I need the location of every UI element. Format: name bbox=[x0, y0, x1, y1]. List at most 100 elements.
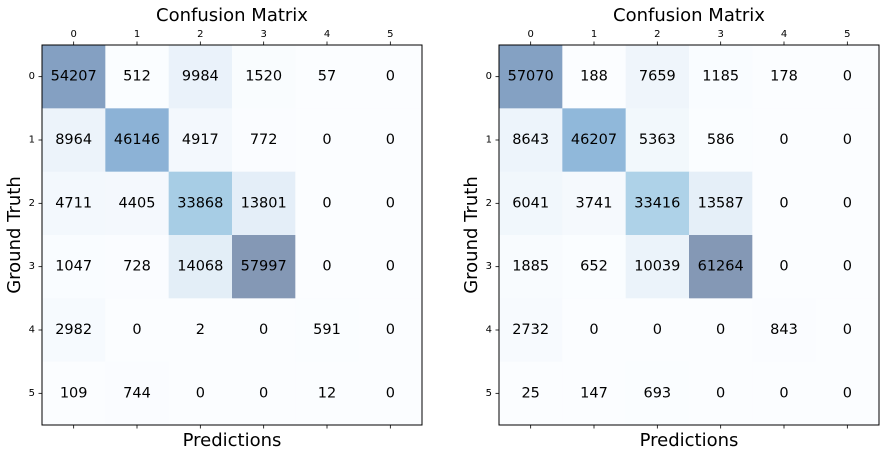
cell-value-label: 0 bbox=[716, 322, 725, 338]
heatmap-cell bbox=[752, 45, 817, 109]
heatmap-cell bbox=[499, 45, 563, 109]
heatmap-cell bbox=[105, 108, 170, 173]
heatmap-cell bbox=[499, 171, 563, 236]
heatmap-cell bbox=[295, 298, 360, 363]
cell-value-label: 0 bbox=[132, 322, 141, 338]
cell-value-label: 3741 bbox=[576, 195, 613, 211]
cell-value-label: 57070 bbox=[508, 69, 554, 85]
heatmap-cell bbox=[499, 235, 563, 299]
heatmap-cell bbox=[562, 235, 627, 299]
x-tick-label: 1 bbox=[591, 29, 597, 40]
cell-value-label: 0 bbox=[843, 385, 852, 401]
cell-value-label: 109 bbox=[60, 385, 88, 401]
x-tick-label: 0 bbox=[70, 29, 76, 40]
cell-value-label: 0 bbox=[386, 385, 395, 401]
heatmap-cell bbox=[42, 361, 106, 426]
cell-value-label: 0 bbox=[259, 385, 268, 401]
heatmap-cell bbox=[562, 361, 627, 426]
cell-value-label: 0 bbox=[843, 132, 852, 148]
heatmap-cell bbox=[358, 171, 423, 236]
heatmap-cell bbox=[752, 235, 817, 299]
cell-value-label: 0 bbox=[322, 132, 331, 148]
heatmap-cell bbox=[499, 298, 563, 363]
x-tick-label: 2 bbox=[197, 29, 203, 40]
y-tick-label: 0 bbox=[486, 71, 492, 82]
y-tick-label: 2 bbox=[29, 198, 35, 209]
heatmap-cell bbox=[105, 45, 170, 109]
cell-value-label: 0 bbox=[322, 259, 331, 275]
heatmap-cell bbox=[42, 235, 106, 299]
cell-value-label: 6041 bbox=[512, 195, 549, 211]
y-tick-label: 3 bbox=[29, 261, 35, 272]
x-tick-label: 1 bbox=[134, 29, 140, 40]
heatmap-cell bbox=[295, 171, 360, 236]
plot-frame bbox=[41, 44, 423, 426]
cell-value-label: 0 bbox=[196, 385, 205, 401]
heatmap-cell bbox=[625, 171, 690, 236]
y-axis-label: Ground Truth bbox=[4, 176, 25, 294]
heatmap-cell bbox=[815, 171, 880, 236]
heatmap-cell bbox=[295, 235, 360, 299]
cell-value-label: 0 bbox=[653, 322, 662, 338]
heatmap-cell bbox=[689, 108, 753, 173]
heatmap-cell bbox=[232, 361, 296, 426]
chart-title: Confusion Matrix bbox=[156, 5, 308, 26]
plot-frame bbox=[498, 44, 880, 426]
heatmap-cell bbox=[499, 361, 563, 426]
cell-value-label: 4917 bbox=[182, 132, 219, 148]
cell-value-label: 13801 bbox=[241, 195, 287, 211]
heatmap-cell bbox=[562, 45, 627, 109]
cell-value-label: 693 bbox=[643, 385, 671, 401]
cell-value-label: 586 bbox=[707, 132, 735, 148]
cell-value-label: 1185 bbox=[702, 69, 739, 85]
cell-value-label: 25 bbox=[521, 385, 539, 401]
cell-value-label: 591 bbox=[313, 322, 341, 338]
heatmap-cell bbox=[562, 171, 627, 236]
heatmap-cell bbox=[105, 235, 170, 299]
heatmap-cell bbox=[42, 108, 106, 173]
x-tick-label: 4 bbox=[781, 29, 787, 40]
cell-value-label: 33416 bbox=[634, 195, 680, 211]
heatmap-cell bbox=[625, 108, 690, 173]
cell-value-label: 46146 bbox=[114, 132, 160, 148]
cell-value-label: 0 bbox=[843, 259, 852, 275]
heatmap-cell bbox=[625, 235, 690, 299]
heatmap-cell bbox=[815, 235, 880, 299]
heatmap-cell bbox=[689, 171, 753, 236]
cell-value-label: 4711 bbox=[55, 195, 92, 211]
cell-value-label: 2982 bbox=[55, 322, 92, 338]
cell-value-label: 54207 bbox=[51, 69, 97, 85]
heatmap-cell bbox=[815, 45, 880, 109]
cell-value-label: 14068 bbox=[177, 259, 223, 275]
y-tick-label: 0 bbox=[29, 71, 35, 82]
heatmap-cell bbox=[168, 45, 233, 109]
heatmap-cell bbox=[689, 235, 753, 299]
y-tick-label: 1 bbox=[29, 135, 35, 146]
cell-value-label: 0 bbox=[386, 69, 395, 85]
cell-value-label: 178 bbox=[770, 69, 798, 85]
heatmap-cell bbox=[168, 171, 233, 236]
cell-value-label: 1520 bbox=[245, 69, 282, 85]
heatmap-cell bbox=[499, 108, 563, 173]
cell-value-label: 0 bbox=[386, 259, 395, 275]
heatmap-cell bbox=[232, 108, 296, 173]
heatmap-cell bbox=[105, 298, 170, 363]
heatmap-cell bbox=[358, 45, 423, 109]
y-tick-label: 5 bbox=[29, 388, 35, 399]
cell-value-label: 0 bbox=[779, 385, 788, 401]
heatmap-cell bbox=[815, 361, 880, 426]
heatmap-cell bbox=[105, 171, 170, 236]
cell-value-label: 0 bbox=[779, 132, 788, 148]
cell-value-label: 0 bbox=[779, 195, 788, 211]
heatmap-cell bbox=[625, 361, 690, 426]
cell-value-label: 0 bbox=[386, 132, 395, 148]
cell-value-label: 652 bbox=[580, 259, 608, 275]
cell-value-label: 0 bbox=[843, 195, 852, 211]
heatmap-cell bbox=[752, 298, 817, 363]
y-tick-label: 2 bbox=[486, 198, 492, 209]
y-axis-label: Ground Truth bbox=[461, 176, 482, 294]
x-tick-label: 3 bbox=[717, 29, 723, 40]
cell-value-label: 10039 bbox=[634, 259, 680, 275]
cell-value-label: 7659 bbox=[639, 69, 676, 85]
